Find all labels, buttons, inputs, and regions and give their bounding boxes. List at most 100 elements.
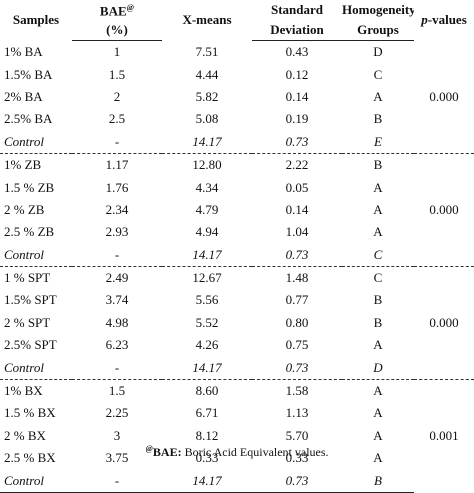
header-pvalues-p: p [421, 12, 428, 28]
sd-cell: 1.58 [252, 378, 342, 403]
mean-cell: 5.56 [195, 292, 219, 308]
header-sd-line1: Standard [270, 2, 324, 17]
table-row: Control - 14.17 0.73 E [0, 131, 474, 154]
group-cell: B [342, 469, 414, 493]
group-cell: C [373, 66, 383, 82]
header-bae: BAE@ [72, 0, 162, 20]
sd-cell: 0.33 [285, 450, 309, 466]
group-cell: A [373, 337, 383, 353]
sample-cell: Control [4, 246, 44, 262]
sample-cell: 1.5 % BX [4, 405, 56, 421]
mean-cell: 14.17 [192, 133, 222, 149]
table-row: 1% BA 1 7.51 0.43 D 0.000 [0, 41, 474, 104]
mean-cell: 4.79 [195, 201, 219, 217]
bae-cell: 2.5 [108, 111, 126, 127]
mean-cell: 4.44 [195, 66, 219, 82]
bae-cell: 6.23 [105, 337, 129, 353]
mean-cell: 5.82 [195, 88, 219, 104]
sample-cell: 2.5% SPT [4, 337, 57, 353]
table-row: Control - 14.17 0.73 D [0, 356, 474, 379]
sample-cell: 2 % ZB [4, 201, 45, 217]
table-row: Control -14.17 0.73 B [0, 469, 474, 493]
header-bae-text: BAE [99, 3, 127, 19]
table-row: 1% BX 1.5 8.60 1.58 A 0.001 [0, 378, 474, 493]
mean-cell: 14.17 [192, 359, 222, 375]
footnote-text: Boric Acid Equivalent values. [181, 445, 329, 459]
header-pvalues: p-values [414, 0, 474, 41]
sample-cell: 1% ZB [0, 152, 72, 177]
table-row: 1 % SPT 2.49 12.67 1.48 C 0.000 [0, 265, 474, 380]
mean-cell: 8.12 [195, 427, 219, 443]
table-row: 1% ZB 1.17 12.80 2.22 B 0.000 [0, 152, 474, 267]
header-hg-line1: Homogeneity [342, 2, 414, 17]
sd-cell: 0.43 [285, 44, 309, 60]
group-cell: A [373, 88, 383, 104]
sample-cell: 2% BA [4, 88, 43, 104]
mean-cell: 4.94 [195, 224, 219, 240]
mean-cell: 14.17 [162, 469, 252, 493]
mean-cell: 4.34 [195, 179, 219, 195]
bae-cell: 2.34 [105, 201, 129, 217]
group-cell: A [373, 224, 383, 240]
p-value-cell: 0.000 [414, 152, 474, 267]
footnote-bold: BAE: [152, 445, 182, 459]
mean-cell: 12.67 [162, 265, 252, 290]
header-samples: Samples [12, 12, 60, 28]
p-value-cell: 0.000 [429, 88, 459, 104]
header-xmeans: X-means [182, 12, 232, 28]
bae-cell: 4.98 [105, 314, 129, 330]
table-body: 1% BA 1 7.51 0.43 D 0.000 1.5% BA 1.5 4.44 0.12 C 2… [0, 41, 474, 493]
mean-cell: 6.71 [195, 405, 219, 421]
table-row: Control - 14.17 0.73 C [0, 244, 474, 267]
sample-cell: 2.5 % BX [4, 450, 56, 466]
header-bae-unit: (%) [72, 20, 162, 41]
bae-cell: 1.5 [108, 66, 126, 82]
sample-cell: 2 % SPT [4, 314, 51, 330]
header-hg-line2: Groups [342, 20, 414, 41]
group-cell: A [373, 427, 383, 443]
sample-cell: 2.5 % ZB [4, 224, 55, 240]
group-cell: C [342, 265, 414, 290]
sample-cell: 1.5% BA [4, 66, 53, 82]
group-cell: D [373, 44, 383, 60]
bae-cell: 1 [113, 44, 121, 60]
footnote: @BAE: Boric Acid Equivalent values. [0, 444, 474, 460]
sample-cell: Control [0, 469, 72, 493]
bae-cell: 2.49 [72, 265, 162, 290]
group-cell: A [373, 179, 383, 195]
sd-cell: 0.77 [285, 292, 309, 308]
table-row: 2.5% BA 2.5 5.08 0.19 B [0, 108, 474, 130]
mean-cell: 0.33 [195, 450, 219, 466]
bae-cell: 3.74 [105, 292, 129, 308]
sd-cell: 0.75 [285, 337, 309, 353]
sd-cell: 0.05 [285, 179, 309, 195]
bae-cell: 3.75 [105, 450, 129, 466]
group-cell: B [373, 111, 383, 127]
sample-cell: 1.5 % ZB [4, 179, 55, 195]
sd-cell: 0.73 [252, 469, 342, 493]
sd-cell: 0.14 [285, 201, 309, 217]
table-row: 1.5% BA 1.5 4.44 0.12 C [0, 63, 474, 85]
table-row: 2% BA 2 5.82 0.14 A [0, 86, 474, 108]
table-row: 2 % BX 3 8.12 5.70 A [0, 425, 474, 447]
mean-cell: 14.17 [192, 246, 222, 262]
group-cell: A [373, 201, 383, 217]
p-value-cell: 0.001 [414, 378, 474, 493]
sample-cell: 1.5% SPT [4, 292, 57, 308]
header-bae-sup: @ [126, 3, 135, 13]
p-value-cell: 0.000 [414, 265, 474, 380]
sample-cell: 1 % SPT [0, 265, 72, 290]
sample-cell: 1% BA [4, 43, 43, 59]
bae-cell: - [114, 246, 120, 262]
group-cell: B [373, 314, 383, 330]
group-cell: A [373, 405, 383, 421]
mean-cell: 12.80 [162, 152, 252, 177]
sd-cell: 0.12 [285, 66, 309, 82]
footnote-mark: @ [145, 444, 153, 453]
table-row: 2.5% SPT 6.23 4.26 0.75 A [0, 334, 474, 356]
group-cell: A [373, 450, 383, 466]
table-row: 2.5 % BX 3.75 0.33 0.33 A [0, 447, 474, 469]
group-cell: E [374, 133, 382, 149]
